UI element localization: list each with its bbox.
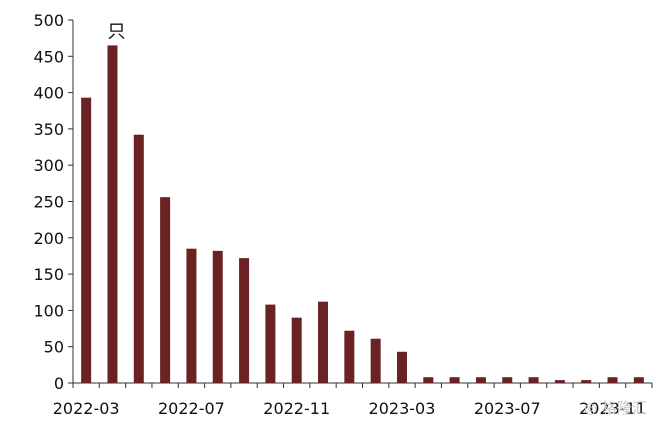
bar-2023-10: [581, 380, 592, 383]
x-tick-label: 2023-03: [369, 399, 436, 418]
bar-2023-06: [475, 377, 486, 383]
bar-2022-12: [318, 301, 329, 383]
y-tick-label: 100: [33, 301, 64, 320]
x-tick-label: 2022-11: [263, 399, 330, 418]
bar-2022-04: [107, 45, 118, 383]
y-tick-label: 350: [33, 120, 64, 139]
watermark-logo: ◎ 格隆汇: [584, 399, 647, 417]
x-tick-label: 2023-11: [579, 399, 646, 418]
y-tick-label: 500: [33, 11, 64, 30]
bar-2022-09: [239, 258, 250, 383]
bar-2022-07: [186, 248, 197, 383]
x-axis: 2022-03 2022-07 2022-11 2023-03 2023-07 2023-…: [53, 382, 653, 418]
y-tick-label: 50: [44, 338, 64, 357]
bar-2023-07: [502, 377, 513, 383]
bar-2023-05: [449, 377, 460, 383]
bar-2022-08: [212, 250, 223, 383]
bar-2022-11: [291, 317, 302, 383]
y-tick-label: 150: [33, 265, 64, 284]
y-tick-label: 200: [33, 229, 64, 248]
y-tick-label: 450: [33, 47, 64, 66]
bar-2022-05: [133, 134, 144, 383]
unit-label: 只: [107, 21, 125, 42]
y-tick-label: 400: [33, 84, 64, 103]
bar-2022-06: [160, 197, 171, 383]
bar-2023-12: [633, 377, 644, 383]
y-tick-label: 250: [33, 193, 64, 212]
bar-2023-01: [344, 330, 355, 383]
bar-2023-03: [396, 351, 407, 383]
bars: [81, 45, 644, 383]
bar-2022-03: [81, 97, 92, 383]
bar-2023-11: [607, 377, 618, 383]
x-tick-label: 2023-07: [474, 399, 541, 418]
y-axis: 0 50 100 150 200 250 300 350 400 450 500: [33, 11, 74, 393]
bar-2023-04: [423, 377, 434, 383]
bar-2023-08: [528, 377, 539, 383]
bar-2023-02: [370, 338, 381, 383]
bar-2022-10: [265, 304, 276, 383]
x-tick-label: 2022-07: [158, 399, 225, 418]
bar-2023-09: [554, 380, 565, 383]
x-tick-label: 2022-03: [53, 399, 120, 418]
y-tick-label: 300: [33, 156, 64, 175]
y-tick-label: 0: [54, 374, 64, 393]
